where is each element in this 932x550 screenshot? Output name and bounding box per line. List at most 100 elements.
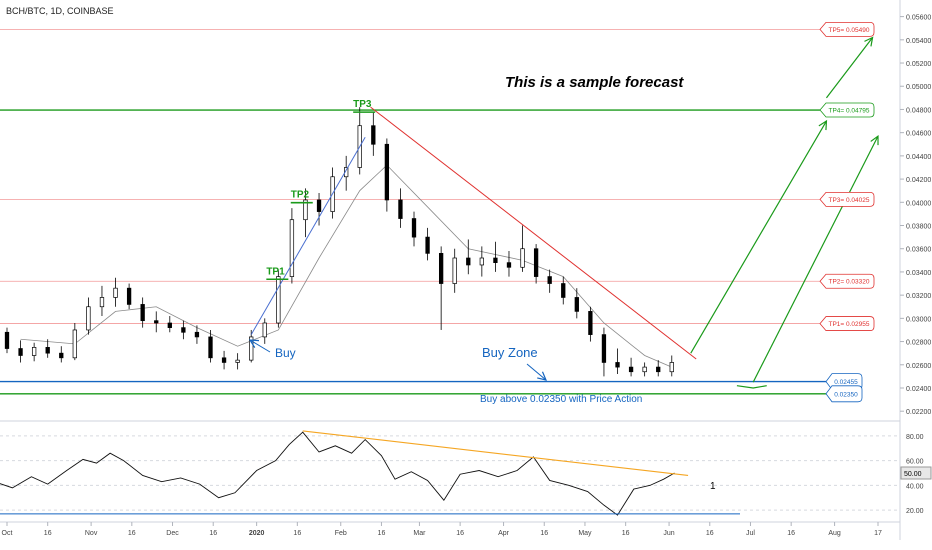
candle-body (276, 276, 281, 324)
price-tick-label: 0.02600 (906, 363, 931, 370)
candle-body (561, 283, 566, 298)
price-tick-label: 0.03400 (906, 270, 931, 277)
candle-body (520, 248, 525, 268)
support-tag-label: 0.02455 (834, 379, 858, 386)
candle-body (493, 257, 498, 263)
candle-body (167, 322, 172, 328)
support-tag-box (825, 385, 863, 403)
candle-body (615, 362, 620, 368)
candle-body (371, 125, 376, 145)
forecast-retest (736, 385, 767, 389)
candle-body (31, 347, 37, 356)
time-tick-label: May (578, 530, 592, 537)
wave-label: 1 (710, 481, 716, 492)
candle-body (452, 257, 457, 284)
candle-body (601, 334, 607, 363)
support-tag-label: 0.02350 (834, 391, 858, 398)
candle-body (656, 366, 661, 373)
candle-body (140, 304, 145, 322)
price-tick-label: 0.04400 (906, 154, 931, 161)
candle-body (221, 357, 227, 363)
candle-body (249, 336, 254, 361)
forecast-arrow-3 (825, 37, 874, 99)
time-tick-label: Oct (2, 530, 13, 537)
candle-body (289, 219, 295, 277)
time-tick-label: Dec (166, 530, 179, 537)
price-tick-label: 0.05400 (906, 38, 931, 45)
candle-body (4, 331, 10, 349)
price-tick-label: 0.05000 (906, 84, 931, 91)
candle-body (72, 329, 77, 359)
price-tick-label: 0.04800 (906, 107, 931, 114)
time-tick-label: 16 (787, 530, 795, 537)
candle-body (425, 236, 430, 254)
price-tick-label: 0.05200 (906, 61, 931, 68)
candle-body (588, 311, 593, 335)
time-tick-label: Nov (85, 530, 98, 537)
arrow-head (864, 36, 874, 47)
price-tick-label: 0.05600 (906, 15, 931, 22)
price-tick-label: 0.03600 (906, 247, 931, 254)
buy-above-note: Buy above 0.02350 with Price Action (480, 394, 642, 405)
arrow-head (248, 339, 260, 348)
time-tick-label: Mar (413, 530, 426, 537)
candle-body (303, 199, 308, 221)
price-tick-label: 0.03800 (906, 224, 931, 231)
arrow-head (537, 371, 548, 381)
candle-body (438, 253, 444, 284)
time-tick-label: 16 (293, 530, 301, 537)
candle-body (181, 327, 186, 333)
rsi-axis: 80.00 60.00 40.00 20.00 50.00 (900, 434, 932, 515)
candle-body (506, 262, 512, 268)
time-tick-label: 16 (128, 530, 136, 537)
rsi-tick-label: 20.00 (906, 508, 924, 515)
forecast-note: This is a sample forecast (505, 74, 684, 91)
time-axis: Oct 16 Nov 16 Dec 16 2020 16 Feb 16 Mar 16 Apr 16 May 1… (2, 522, 882, 537)
arrow-head (818, 119, 828, 131)
candle-body (45, 347, 50, 354)
candle-body (99, 297, 105, 308)
candle-body (126, 287, 132, 305)
price-tick-label: 0.04000 (906, 200, 931, 207)
tp-tag-label: TP4= 0.04795 (828, 108, 869, 115)
candle-body (479, 257, 484, 266)
candle-body (316, 199, 322, 212)
candle-body (208, 336, 213, 359)
annotations: TP1 TP2 TP3 (266, 99, 376, 281)
price-tick-label: 0.04200 (906, 177, 931, 184)
candle-body (411, 218, 417, 238)
candle-body (642, 366, 647, 373)
candle-body (59, 352, 64, 359)
rsi-trend-line (302, 430, 689, 477)
levels (0, 28, 826, 395)
time-tick-label: 2020 (249, 530, 265, 537)
past-tp-label: TP3 (353, 99, 372, 110)
candle-body (398, 199, 403, 219)
rsi-current-tag (900, 466, 932, 480)
candle-body (547, 276, 552, 284)
candle-body (194, 331, 200, 338)
tp-tag-label: TP1= 0.02955 (828, 321, 869, 328)
time-tick-label: 16 (540, 530, 548, 537)
candle-body (628, 366, 634, 373)
candle-body (154, 320, 159, 324)
tp-tag-box (819, 273, 875, 289)
rsi-tick-label: 40.00 (906, 483, 924, 490)
candle-body (86, 306, 91, 331)
price-tick-label: 0.03200 (906, 293, 931, 300)
level-tags: TP1= 0.02955 TP2= 0.03320 TP3= 0.04025 TP4=… (819, 21, 875, 403)
tp-tag-label: TP5= 0.05490 (828, 27, 869, 34)
forecast-arrow-2 (752, 135, 879, 383)
trend-lines (248, 36, 879, 389)
rsi-tick-label: 60.00 (906, 459, 924, 466)
past-tp-label: TP1 (266, 266, 285, 277)
candle-body (262, 322, 267, 338)
candle-body (669, 362, 674, 373)
time-tick-label: 16 (209, 530, 217, 537)
price-tick-label: 0.02200 (906, 409, 931, 416)
price-tick-label: 0.03000 (906, 316, 931, 323)
candle-body (574, 297, 579, 312)
rsi-indicator (0, 430, 740, 516)
tp-tag-label: TP3= 0.04025 (828, 197, 869, 204)
